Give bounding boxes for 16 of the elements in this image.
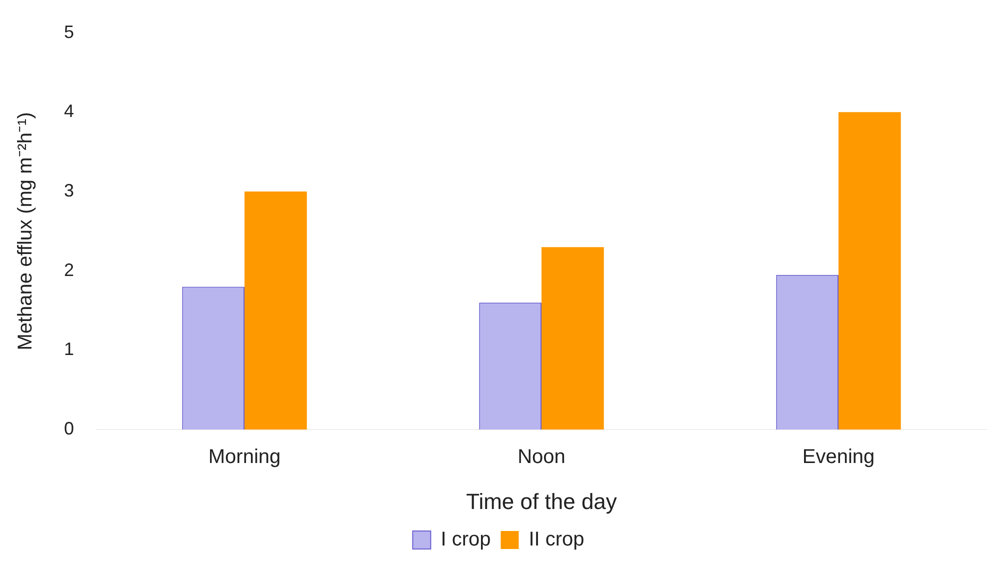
- y-tick-label: 5: [64, 22, 74, 42]
- bar: [838, 112, 901, 430]
- legend-label: II crop: [528, 528, 584, 551]
- bar: [542, 247, 604, 430]
- y-tick-label: 2: [64, 260, 74, 280]
- y-axis-title: Methane efflux (mg m⁻²h⁻¹): [14, 112, 37, 350]
- x-tick-label: Evening: [802, 446, 875, 468]
- x-tick-label: Morning: [208, 446, 281, 468]
- x-tick-label: Noon: [518, 446, 566, 468]
- y-tick-label: 1: [64, 339, 74, 360]
- legend-label: I crop: [440, 528, 491, 551]
- y-tick-label: 0: [64, 418, 74, 439]
- y-tick-label: 3: [64, 180, 74, 200]
- bar: [244, 192, 307, 430]
- x-axis-title: Time of the day: [466, 488, 617, 514]
- y-tick-label: 4: [64, 101, 74, 122]
